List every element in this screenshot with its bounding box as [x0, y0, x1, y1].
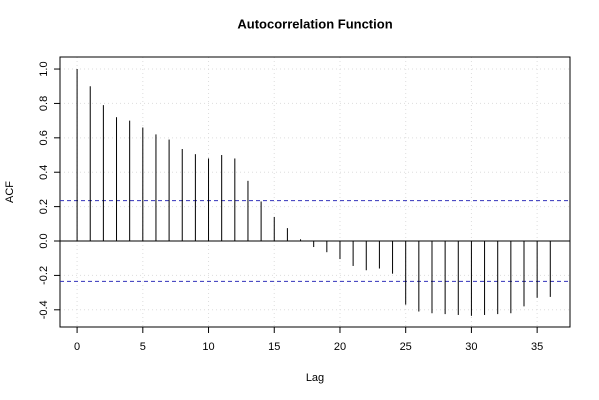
y-tick-label: 0.6	[38, 130, 50, 145]
x-tick-label: 30	[465, 341, 477, 353]
x-tick-label: 10	[202, 341, 214, 353]
plot-frame	[59, 56, 571, 328]
x-tick-label: 20	[334, 341, 346, 353]
x-tick-label: 25	[400, 341, 412, 353]
x-tick-label: 5	[140, 341, 146, 353]
x-tick-label: 35	[531, 341, 543, 353]
y-tick-label: 0.0	[38, 233, 50, 248]
y-tick-label: -0.4	[38, 300, 50, 319]
y-tick-label: 0.4	[38, 165, 50, 180]
y-axis-label: ACF	[4, 181, 16, 203]
y-tick-label: 0.2	[38, 199, 50, 214]
x-axis-label: Lag	[306, 372, 324, 384]
y-tick-label: 0.8	[38, 96, 50, 111]
y-tick-label: -0.2	[38, 266, 50, 285]
x-tick-label: 0	[74, 341, 80, 353]
chart-title: Autocorrelation Function	[237, 16, 392, 31]
x-tick-label: 15	[268, 341, 280, 353]
y-tick-label: 1.0	[38, 61, 50, 76]
